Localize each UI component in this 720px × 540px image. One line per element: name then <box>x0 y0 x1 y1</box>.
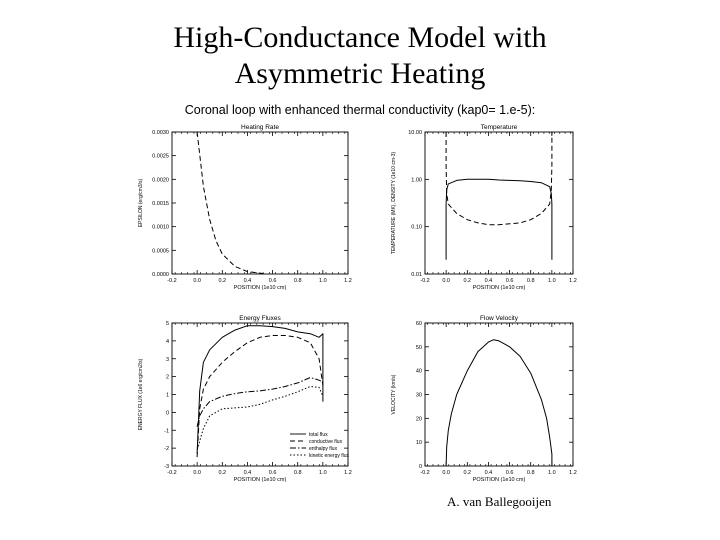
x-tick-label: 0.6 <box>506 278 514 284</box>
y-axis-label: VELOCITY (km/s) <box>391 374 397 414</box>
y-tick-label: 0.0020 <box>152 177 169 183</box>
legend-label: total flux <box>309 432 328 438</box>
x-tick-label: 1.2 <box>344 470 352 476</box>
slide-title: High-Conductance Model with Asymmetric H… <box>0 20 720 92</box>
series-line-kinetic-energy-flux <box>196 386 324 451</box>
y-tick-label: 4 <box>166 339 169 345</box>
series-line-2 <box>445 132 553 226</box>
author-credit: A. van Ballegooijen <box>447 494 552 509</box>
slide-title-line-1: High-Conductance Model with <box>173 21 547 54</box>
x-tick-label: 0.2 <box>463 278 471 284</box>
series-line-enthalpy-flux <box>196 377 324 427</box>
y-tick-label: 0.0010 <box>152 225 169 231</box>
legend-label: conductive flux <box>309 439 343 445</box>
y-tick-label: 10 <box>416 440 422 446</box>
x-tick-label: 0.0 <box>193 470 201 476</box>
x-tick-label: 1.0 <box>319 470 327 476</box>
y-tick-label: 10.00 <box>408 130 422 136</box>
x-tick-label: 1.0 <box>548 470 556 476</box>
y-tick-label: 5 <box>166 321 169 327</box>
legend-label: enthalpy flux <box>309 446 338 452</box>
chart-title: Heating Rate <box>241 124 279 131</box>
x-tick-label: 0.0 <box>442 470 450 476</box>
x-tick-label: 0.4 <box>485 470 493 476</box>
chart-panel-2: Temperature -0.2 0.0 0.2 0.4 0.6 0.8 1.0 1.2 0.01… <box>391 124 577 291</box>
y-tick-label: 0.01 <box>411 272 422 278</box>
x-tick-label: 0.2 <box>218 470 226 476</box>
y-tick-label: 0 <box>419 464 422 470</box>
x-tick-label: 0.8 <box>294 470 302 476</box>
y-tick-label: -3 <box>164 464 169 470</box>
chart-title: Flow Velocity <box>480 315 519 322</box>
series-line-1 <box>445 339 553 467</box>
y-tick-label: -1 <box>164 428 169 434</box>
x-tick-label: 1.2 <box>344 278 352 284</box>
x-tick-label: 0.4 <box>244 470 252 476</box>
x-axis-label: POSITION (1e10 cm) <box>234 285 287 291</box>
x-tick-label: 0.6 <box>269 470 277 476</box>
y-tick-label: 0.0025 <box>152 154 169 160</box>
y-tick-label: 0.0000 <box>152 272 169 278</box>
panels: Heating Rate -0.2 0.0 0.2 0.4 0.6 0.8 1.0 1.2 0.0… <box>138 124 577 483</box>
x-tick-label: -0.2 <box>420 470 429 476</box>
x-tick-label: 1.2 <box>569 470 577 476</box>
series-line-1 <box>196 131 267 275</box>
x-tick-label: 0.0 <box>193 278 201 284</box>
x-tick-label: 1.0 <box>548 278 556 284</box>
y-axis-label: EPSILON (erg/cm3/s) <box>138 179 144 228</box>
x-tick-label: 1.0 <box>319 278 327 284</box>
x-axis-label: POSITION (1e10 cm) <box>234 477 287 483</box>
chart-panel-4: Flow Velocity -0.2 0.0 0.2 0.4 0.6 0.8 1.0 1.2 0 1… <box>391 315 577 483</box>
y-tick-label: -2 <box>164 446 169 452</box>
x-tick-label: 0.0 <box>442 278 450 284</box>
series-line-1 <box>445 178 553 260</box>
y-axis-label: TEMPERATURE (MK), DENSITY (1e10 cm-3) <box>391 152 397 255</box>
y-tick-label: 1.00 <box>411 177 422 183</box>
y-tick-label: 2 <box>166 375 169 381</box>
series-line-total-flux <box>196 325 324 454</box>
x-tick-label: 1.2 <box>569 278 577 284</box>
x-tick-label: 0.6 <box>506 470 514 476</box>
y-tick-label: 20 <box>416 416 422 422</box>
plot-frame <box>171 131 349 275</box>
y-tick-label: 1 <box>166 393 169 399</box>
x-tick-label: -0.2 <box>167 278 176 284</box>
x-tick-label: 0.2 <box>463 470 471 476</box>
y-tick-label: 0.0005 <box>152 248 169 254</box>
y-tick-label: 0 <box>166 410 169 416</box>
y-tick-label: 0.0030 <box>152 130 169 136</box>
x-tick-label: -0.2 <box>420 278 429 284</box>
x-tick-label: 0.8 <box>294 278 302 284</box>
y-tick-label: 0.10 <box>411 225 422 231</box>
y-tick-label: 3 <box>166 357 169 363</box>
y-tick-label: 30 <box>416 393 422 399</box>
x-tick-label: 0.6 <box>269 278 277 284</box>
y-tick-label: 40 <box>416 369 422 375</box>
chart-panel-1: Heating Rate -0.2 0.0 0.2 0.4 0.6 0.8 1.0 1.2 0.0… <box>138 124 352 291</box>
x-tick-label: 0.8 <box>527 470 535 476</box>
x-axis-label: POSITION (1e10 cm) <box>473 477 526 483</box>
y-axis-label: ENERGY FLUX (1e6 erg/cm2/s) <box>138 358 144 430</box>
x-tick-label: 0.4 <box>485 278 493 284</box>
chart-title: Energy Fluxes <box>239 315 281 322</box>
x-tick-label: -0.2 <box>167 470 176 476</box>
chart-panel-3: Energy Fluxes -0.2 0.0 0.2 0.4 0.6 0.8 1.0 1.2 -3… <box>138 315 352 483</box>
y-tick-label: 60 <box>416 321 422 327</box>
figure-supertitle: Coronal loop with enhanced thermal condu… <box>185 103 536 117</box>
x-axis-label: POSITION (1e10 cm) <box>473 285 526 291</box>
slide-title-line-2: Asymmetric Heating <box>234 57 486 90</box>
chart-title: Temperature <box>481 124 518 131</box>
legend-label: kinetic energy flux <box>309 453 350 459</box>
y-tick-label: 50 <box>416 345 422 351</box>
series-line-conductive-flux <box>196 335 324 458</box>
x-tick-label: 0.2 <box>218 278 226 284</box>
plot-frame <box>424 131 574 275</box>
y-tick-label: 0.0015 <box>152 201 169 207</box>
x-tick-label: 0.4 <box>244 278 252 284</box>
x-tick-label: 0.8 <box>527 278 535 284</box>
